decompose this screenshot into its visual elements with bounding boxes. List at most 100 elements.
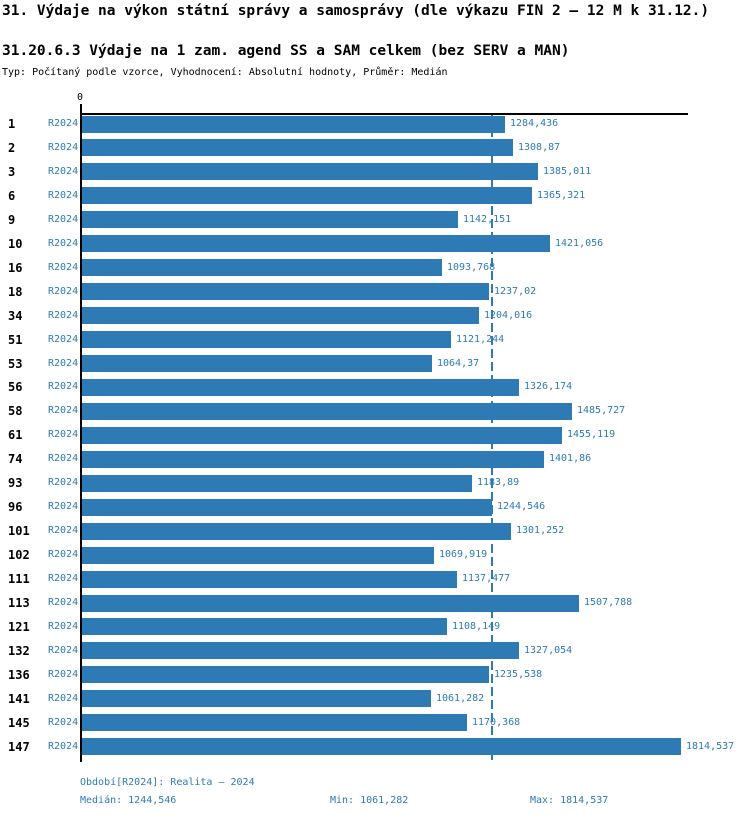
page-title: 31. Výdaje na výkon státní správy a samo… xyxy=(2,3,710,19)
bar xyxy=(82,307,479,325)
bar-value-label: 1327,054 xyxy=(524,644,573,656)
bar xyxy=(82,211,458,229)
bar xyxy=(82,546,434,564)
row-rank-label: 147 xyxy=(8,739,30,754)
bar-row: 2 R2024 1308,87 xyxy=(0,136,750,160)
bar xyxy=(82,402,572,420)
bar-value-label: 1507,788 xyxy=(584,597,633,608)
row-series-label: R2024 xyxy=(48,189,79,201)
bar-row: 16 R2024 1093,768 xyxy=(0,256,750,280)
row-series-label: R2024 xyxy=(48,285,79,297)
row-series-label: R2024 xyxy=(48,668,79,680)
bar xyxy=(82,426,562,444)
row-series-label: R2024 xyxy=(48,573,79,585)
indicator-subtitle: 31.20.6.3 Výdaje na 1 zam. agend SS a SA… xyxy=(2,43,570,59)
bar-row: 58 R2024 1485,727 xyxy=(0,399,750,423)
bar-row: 136 R2024 1235,538 xyxy=(0,663,750,687)
bar-value-label: 1326,174 xyxy=(524,381,573,393)
row-rank-label: 3 xyxy=(8,164,16,179)
bar-row: 74 R2024 1401,86 xyxy=(0,447,750,471)
row-rank-label: 1 xyxy=(8,117,16,131)
row-series-label: R2024 xyxy=(48,501,79,513)
bar-row: 56 R2024 1326,174 xyxy=(0,375,750,399)
row-series-label: R2024 xyxy=(48,597,79,608)
bar xyxy=(82,642,519,660)
row-rank-label: 132 xyxy=(8,643,30,658)
bar-value-label: 1301,252 xyxy=(516,525,565,537)
row-rank-label: 6 xyxy=(8,188,16,203)
row-series-label: R2024 xyxy=(48,118,79,129)
bar xyxy=(82,570,457,588)
bar-row: 18 R2024 1237,02 xyxy=(0,280,750,304)
bar xyxy=(82,259,442,277)
row-series-label: R2024 xyxy=(48,381,79,393)
bar-value-label: 1237,02 xyxy=(494,285,537,297)
bar-row: 61 R2024 1455,119 xyxy=(0,423,750,447)
bar-value-label: 1365,321 xyxy=(537,189,586,201)
bar-value-label: 1421,056 xyxy=(555,237,604,249)
bar-row: 1 R2024 1284,436 xyxy=(0,112,750,136)
row-series-label: R2024 xyxy=(48,740,79,752)
row-series-label: R2024 xyxy=(48,525,79,537)
row-rank-label: 141 xyxy=(8,691,30,706)
row-rank-label: 113 xyxy=(8,596,30,610)
bar-value-label: 1108,149 xyxy=(452,620,501,632)
bar-value-label: 1814,537 xyxy=(686,740,735,752)
bar xyxy=(82,594,579,612)
bar-row: 111 R2024 1137,477 xyxy=(0,567,750,591)
row-series-label: R2024 xyxy=(48,213,79,225)
indicator-meta: Typ: Počítaný podle vzorce, Vyhodnocení:… xyxy=(2,67,448,78)
bar-value-label: 1485,727 xyxy=(577,405,626,417)
median-stat: Medián: 1244,546 xyxy=(80,795,177,806)
bar-row: 113 R2024 1507,788 xyxy=(0,591,750,615)
row-series-label: R2024 xyxy=(48,309,79,321)
row-series-label: R2024 xyxy=(48,261,79,273)
row-series-label: R2024 xyxy=(48,644,79,656)
bar-row: 101 R2024 1301,252 xyxy=(0,519,750,543)
bar-value-label: 1385,011 xyxy=(543,165,592,177)
bar-value-label: 1121,244 xyxy=(456,333,505,345)
bar xyxy=(82,115,505,133)
bar-value-label: 1061,282 xyxy=(436,692,485,704)
bar-value-label: 1170,368 xyxy=(472,716,521,728)
row-rank-label: 2 xyxy=(8,140,16,155)
bar xyxy=(82,738,681,756)
bar-row: 141 R2024 1061,282 xyxy=(0,687,750,711)
bar-value-label: 1401,86 xyxy=(549,453,592,465)
bar xyxy=(82,618,447,636)
row-rank-label: 56 xyxy=(8,380,23,395)
row-series-label: R2024 xyxy=(48,477,79,489)
row-series-label: R2024 xyxy=(48,405,79,417)
min-stat: Min: 1061,282 xyxy=(330,795,409,806)
row-series-label: R2024 xyxy=(48,141,79,153)
bar xyxy=(82,498,492,516)
bar xyxy=(82,331,451,349)
bar xyxy=(82,355,432,372)
bar-row: 51 R2024 1121,244 xyxy=(0,328,750,352)
bar-row: 145 R2024 1170,368 xyxy=(0,711,750,735)
row-series-label: R2024 xyxy=(48,165,79,177)
row-series-label: R2024 xyxy=(48,237,79,249)
row-rank-label: 18 xyxy=(8,284,23,299)
row-series-label: R2024 xyxy=(48,716,79,728)
x-axis-zero-tick-label: 0 xyxy=(76,92,84,103)
bar-value-label: 1308,87 xyxy=(518,141,561,153)
bar xyxy=(82,714,467,732)
row-rank-label: 9 xyxy=(8,212,16,227)
period-label: Období[R2024]: Realita – 2024 xyxy=(80,777,255,788)
row-series-label: R2024 xyxy=(48,549,79,561)
bar-value-label: 1183,89 xyxy=(477,477,520,489)
bar xyxy=(82,474,472,492)
bar-row: 6 R2024 1365,321 xyxy=(0,184,750,208)
bar-value-label: 1064,37 xyxy=(437,357,480,369)
bar-value-label: 1244,546 xyxy=(497,501,546,513)
bar-row: 132 R2024 1327,054 xyxy=(0,639,750,663)
row-rank-label: 145 xyxy=(8,715,30,730)
row-rank-label: 101 xyxy=(8,524,30,539)
row-rank-label: 102 xyxy=(8,548,30,563)
bar xyxy=(82,235,550,253)
row-rank-label: 93 xyxy=(8,476,23,491)
x-axis-line xyxy=(80,113,688,115)
bar-value-label: 1137,477 xyxy=(462,573,511,585)
